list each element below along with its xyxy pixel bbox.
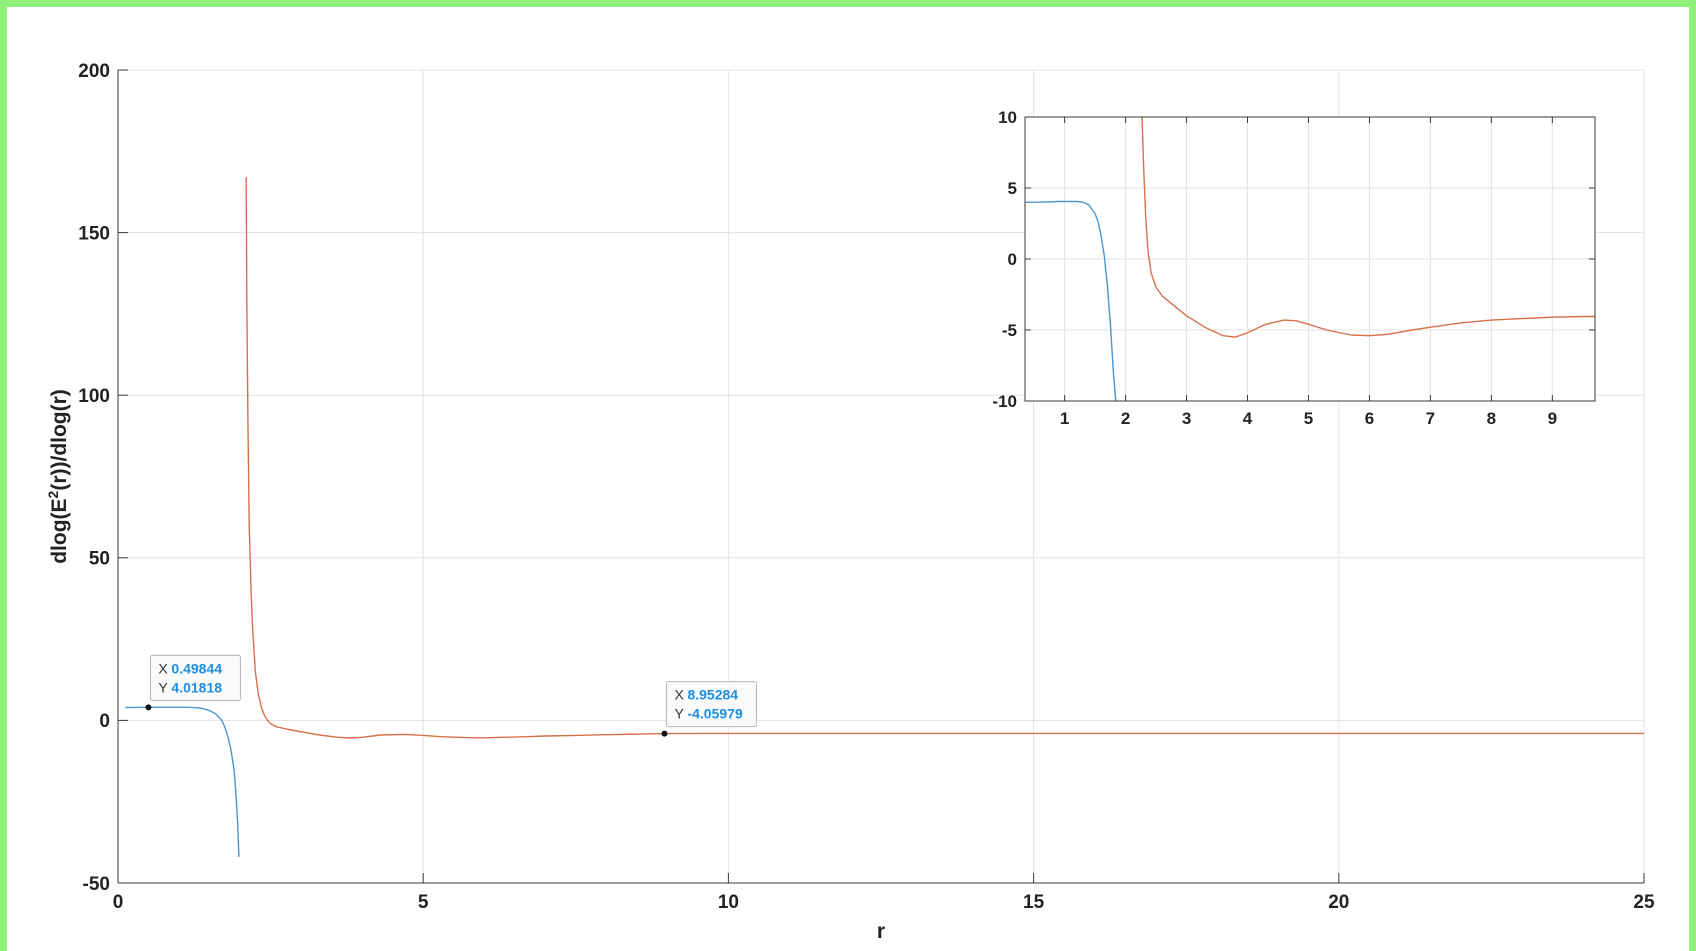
main-y-tick-label: 100	[78, 386, 110, 407]
inset-x-tick-label: 8	[1487, 409, 1496, 428]
main-x-tick-label: 25	[1633, 892, 1655, 913]
datatip-x-value: 8.95284	[687, 687, 738, 703]
inset-series-line-1[interactable]	[1025, 200, 1117, 402]
datatip-y-value: -4.05979	[687, 706, 742, 722]
datatip-box	[665, 681, 757, 728]
inset-x-tick-label: 7	[1426, 409, 1435, 428]
inset-y-tick-label: -5	[1002, 321, 1017, 340]
datatip-y-label: Y	[158, 679, 168, 695]
datatip-x-label: X	[158, 660, 168, 676]
inset-x-tick-label: 1	[1060, 409, 1069, 428]
inset-x-tick-label: 5	[1304, 409, 1313, 428]
inset-series-line-2[interactable]	[1141, 117, 1595, 338]
main-y-tick-label: 0	[99, 711, 110, 732]
main-x-tick-label: 5	[418, 892, 429, 913]
datatip-marker[interactable]	[145, 704, 152, 711]
inset-axes: 1 2 3 4 5 6 7 8 9 -10 -5 0 5 10	[992, 108, 1596, 428]
inset-x-tick-label: 9	[1548, 409, 1557, 428]
figure-canvas: 0 5 10 15 20 25 -50 0 50 100 150 200 r dlog(E2(r))/dl…	[7, 7, 1689, 951]
main-y-tick-label: 150	[78, 223, 110, 244]
x-axis-title: r	[877, 920, 885, 943]
main-x-tick-label: 10	[718, 892, 739, 913]
inset-y-tick-label: 5	[1008, 179, 1017, 198]
main-x-tick-label: 20	[1328, 892, 1349, 913]
main-x-tick-label: 0	[113, 892, 124, 913]
datatip-y-value: 4.01818	[171, 679, 222, 695]
datatip-box	[149, 654, 241, 701]
inset-x-tick-label: 3	[1182, 409, 1191, 428]
inset-x-tick-label: 4	[1243, 409, 1253, 428]
inset-series-group	[1025, 117, 1595, 401]
datatip-x-value: 0.49844	[171, 660, 222, 676]
datatip-marker[interactable]	[661, 730, 668, 737]
inset-x-tick-label: 2	[1121, 409, 1130, 428]
main-x-tick-label: 15	[1023, 892, 1045, 913]
inset-y-tick-label: 10	[998, 108, 1017, 127]
main-y-tick-label: 50	[89, 549, 110, 570]
main-series-line-1[interactable]	[125, 706, 240, 858]
main-y-tick-label: -50	[83, 874, 110, 895]
inset-y-tick-label: 0	[1008, 250, 1017, 269]
datatip-y-label: Y	[674, 706, 684, 722]
main-y-tick-label: 200	[78, 61, 110, 82]
inset-x-tick-label: 6	[1365, 409, 1374, 428]
inset-y-tick-label: -10	[992, 392, 1017, 411]
chart-figure: 0 5 10 15 20 25-50050100150200rdlog(E2(r))/dl…	[45, 61, 1655, 943]
y-axis-title: dlog(E2(r))/dlog(r)	[45, 389, 71, 564]
datatip-x-label: X	[674, 687, 684, 703]
